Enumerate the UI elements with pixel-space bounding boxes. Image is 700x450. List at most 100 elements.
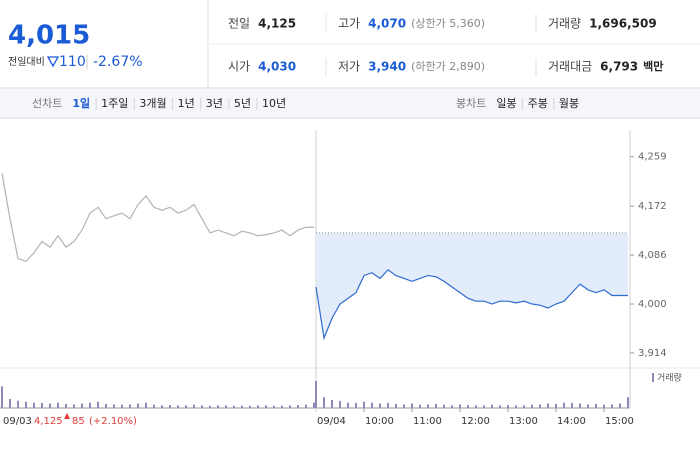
volume-bar	[595, 404, 597, 408]
volume-bar	[105, 404, 107, 408]
volume-bar	[347, 402, 349, 408]
price-line	[1, 173, 314, 263]
volume-bar	[627, 397, 629, 408]
volume-bar	[371, 402, 373, 408]
volume-bar	[65, 404, 67, 408]
volume-bar	[451, 405, 453, 408]
tab[interactable]: 1년	[178, 97, 195, 110]
stat-note: 백만	[643, 59, 663, 73]
x-tick-label: 15:00	[605, 416, 634, 427]
volume-bar	[241, 405, 243, 408]
x-tick-label: 12:00	[461, 416, 490, 427]
volume-bar	[233, 405, 235, 408]
volume-bar	[379, 403, 381, 408]
volume-bar	[113, 404, 115, 408]
volume-bar	[297, 405, 299, 408]
price-line	[315, 269, 628, 341]
volume-bar	[555, 404, 557, 408]
footer-price: 4,125	[34, 416, 63, 427]
tab[interactable]: 3개월	[139, 97, 166, 110]
tab[interactable]: 1일	[72, 96, 90, 110]
volume-bar	[153, 404, 155, 408]
stat-label: 전일	[228, 17, 250, 31]
change: 110	[59, 54, 86, 70]
volume-bar	[161, 405, 163, 408]
stat-label: 시가	[228, 60, 250, 74]
change-label: 전일대비	[8, 56, 45, 68]
x-tick-label: 10:00	[365, 416, 394, 427]
y-tick-label: 4,259	[638, 152, 667, 163]
tab-group-label: 봉차트	[456, 97, 486, 110]
x-tick-label: 14:00	[557, 416, 586, 427]
volume-bar	[619, 403, 621, 408]
volume-bar	[443, 404, 445, 408]
volume-bar	[459, 404, 461, 408]
tab[interactable]: 3년	[206, 97, 223, 110]
y-tick-label: 4,000	[638, 299, 667, 310]
volume-bar	[331, 399, 333, 408]
volume-bar	[339, 401, 341, 408]
tab[interactable]: 월봉	[559, 97, 579, 110]
volume-bar	[281, 405, 283, 408]
legend-label: 거래량	[657, 372, 682, 384]
volume-bar	[217, 405, 219, 408]
stat-label: 거래대금	[548, 60, 592, 74]
volume-bar	[313, 402, 315, 408]
volume-bar	[89, 402, 91, 408]
stat-value: 6,793	[600, 60, 638, 74]
tab[interactable]: 일봉	[496, 96, 516, 110]
volume-bar	[315, 381, 317, 408]
volume-bar	[507, 405, 509, 408]
volume-bar	[193, 404, 195, 408]
volume-bar	[145, 402, 147, 408]
volume-bar	[323, 397, 325, 408]
volume-bar	[403, 404, 405, 408]
volume-bar	[169, 405, 171, 408]
volume-bar	[523, 405, 525, 408]
stat-note: (상한가 5,360)	[411, 17, 485, 30]
volume-bar	[273, 405, 275, 408]
legend-swatch	[652, 373, 654, 382]
tab[interactable]: 5년	[234, 97, 251, 110]
volume-bar	[73, 404, 75, 408]
price: 4,015	[8, 21, 90, 51]
date-label: 09/04	[317, 416, 346, 427]
tab[interactable]: 1주일	[101, 96, 128, 110]
volume-bar	[177, 405, 179, 408]
y-tick-label: 4,172	[638, 201, 667, 212]
stat-value: 4,070	[368, 17, 406, 31]
up-arrow	[64, 413, 70, 419]
stat-label: 저가	[338, 60, 360, 74]
volume-bar	[257, 405, 259, 408]
y-tick-label: 4,086	[638, 250, 667, 261]
volume-bar	[427, 404, 429, 408]
footer-change-rate: (+2.10%)	[89, 416, 137, 427]
tab-bar	[0, 89, 700, 118]
tab[interactable]: 주봉	[528, 97, 548, 110]
volume-bar	[97, 401, 99, 408]
tab-group-label: 선차트	[32, 97, 62, 110]
volume-bar	[419, 404, 421, 408]
volume-bar	[411, 403, 413, 408]
volume-bar	[17, 400, 19, 408]
volume-bar	[57, 402, 59, 408]
volume-bar	[587, 404, 589, 408]
volume-bar	[265, 405, 267, 408]
volume-bar	[49, 403, 51, 408]
volume-bar	[9, 399, 11, 408]
x-tick-label: 13:00	[509, 416, 538, 427]
volume-bar	[491, 404, 493, 408]
volume-bar	[305, 404, 307, 408]
volume-bar	[363, 401, 365, 408]
volume-bar	[121, 404, 123, 408]
down-arrow	[46, 56, 60, 68]
stat-note: (하한가 2,890)	[411, 59, 485, 73]
volume-bar	[603, 404, 605, 408]
volume-bar	[81, 403, 83, 408]
volume-bar	[137, 403, 139, 408]
volume-bar	[531, 404, 533, 408]
volume-bar	[25, 401, 27, 408]
x-tick-label: 11:00	[413, 416, 442, 427]
tab[interactable]: 10년	[262, 97, 286, 110]
